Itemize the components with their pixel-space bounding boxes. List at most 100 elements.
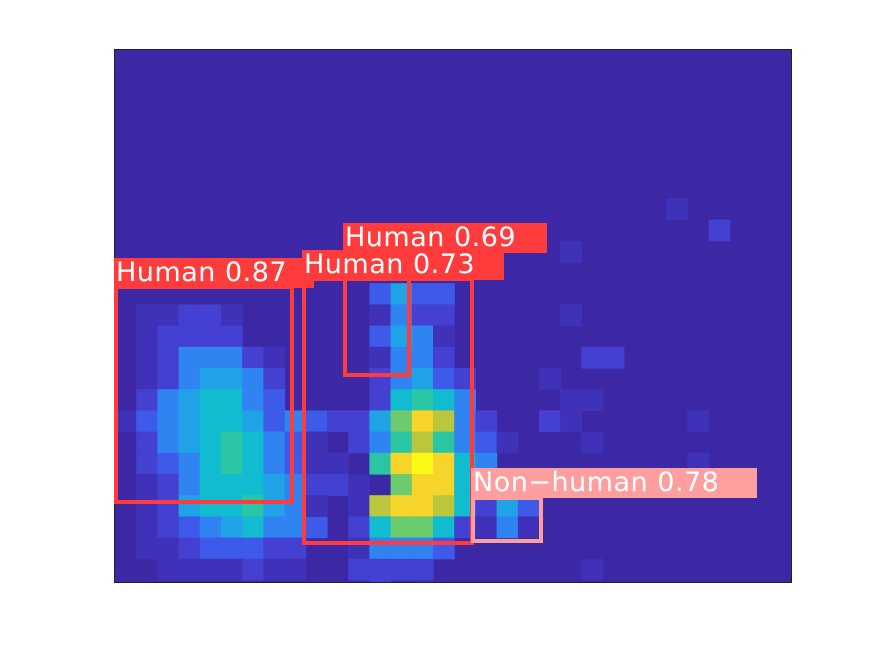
heat-pixel xyxy=(687,410,710,433)
heat-pixel xyxy=(348,410,370,433)
heat-pixel xyxy=(433,495,455,517)
heat-pixel xyxy=(581,558,604,581)
heat-pixel xyxy=(411,346,434,369)
heat-pixel xyxy=(560,304,582,327)
heat-pixel xyxy=(242,474,264,496)
heat-pixel xyxy=(157,389,180,411)
heat-pixel xyxy=(433,304,455,327)
heat-pixel xyxy=(136,410,158,433)
heat-pixel xyxy=(242,410,264,433)
heat-pixel xyxy=(178,368,201,390)
heat-pixel xyxy=(178,558,201,581)
heat-pixel xyxy=(390,474,413,496)
heat-pixel xyxy=(433,474,455,496)
heat-pixel xyxy=(411,325,434,348)
heat-pixel xyxy=(221,346,243,369)
heat-pixel xyxy=(305,410,328,433)
heat-pixel xyxy=(221,325,243,348)
heat-pixel xyxy=(581,389,604,411)
heat-pixel xyxy=(178,474,201,496)
heat-pixel xyxy=(221,452,243,475)
heat-pixel xyxy=(136,431,158,454)
heat-pixel xyxy=(115,410,137,433)
heat-pixel xyxy=(136,325,158,348)
heat-pixel xyxy=(199,474,222,496)
detection-label-human-3: Human 0.69 xyxy=(343,223,547,253)
heat-pixel xyxy=(199,389,222,411)
heat-pixel xyxy=(136,452,158,475)
heat-pixel xyxy=(157,304,180,327)
heat-pixel xyxy=(263,346,286,369)
heat-pixel xyxy=(242,558,264,581)
heat-pixel xyxy=(157,325,180,348)
heat-pixel xyxy=(369,410,392,433)
heat-pixel xyxy=(199,346,222,369)
heat-pixel xyxy=(369,431,392,454)
heat-pixel xyxy=(369,325,392,348)
heat-pixel xyxy=(411,283,434,305)
heat-pixel xyxy=(369,558,392,581)
heat-pixel xyxy=(178,346,201,369)
heat-pixel xyxy=(390,304,413,327)
detection-label-human-1: Human 0.87 xyxy=(114,258,314,288)
heat-pixel xyxy=(284,516,307,539)
heat-pixel xyxy=(390,346,413,369)
heat-pixel xyxy=(411,304,434,327)
heat-pixel xyxy=(348,474,370,496)
heat-pixel xyxy=(136,389,158,411)
heat-pixel xyxy=(136,304,158,327)
heat-pixel xyxy=(263,537,286,560)
heat-pixel xyxy=(411,410,434,433)
heat-pixel xyxy=(221,304,243,327)
heat-pixel xyxy=(221,368,243,390)
detection-box-non-human xyxy=(471,496,543,543)
heat-pixel xyxy=(242,346,264,369)
heat-pixel xyxy=(157,474,180,496)
heat-pixel xyxy=(157,452,180,475)
heat-pixel xyxy=(411,495,434,517)
heat-pixel xyxy=(178,537,201,560)
heat-pixel xyxy=(178,325,201,348)
heat-pixel xyxy=(263,389,286,411)
heat-pixel xyxy=(433,431,455,454)
heat-pixel xyxy=(390,389,413,411)
heat-pixel xyxy=(369,346,392,369)
heat-pixel xyxy=(369,389,392,411)
heat-pixel xyxy=(411,474,434,496)
heat-pixel xyxy=(136,346,158,369)
heat-pixel xyxy=(327,474,349,496)
heat-pixel xyxy=(581,431,604,454)
heat-pixel xyxy=(263,474,286,496)
heat-pixel xyxy=(433,368,455,390)
heat-pixel xyxy=(581,346,604,369)
heat-pixel xyxy=(221,516,243,539)
heat-pixel xyxy=(199,304,222,327)
heat-pixel xyxy=(136,516,158,539)
heat-pixel xyxy=(433,346,455,369)
heat-pixel xyxy=(390,325,413,348)
heat-pixel xyxy=(475,495,498,517)
heat-pixel xyxy=(199,452,222,475)
heat-pixel xyxy=(433,452,455,475)
heat-pixel xyxy=(433,389,455,411)
heat-pixel xyxy=(496,516,519,539)
detection-label-non-human: Non−human 0.78 xyxy=(471,468,757,498)
thermal-heatmap-image xyxy=(114,49,792,583)
heat-pixel xyxy=(348,558,370,581)
heat-pixel xyxy=(199,368,222,390)
heat-pixel xyxy=(305,516,328,539)
heat-pixel xyxy=(305,452,328,475)
heat-pixel xyxy=(411,368,434,390)
heat-pixel xyxy=(221,431,243,454)
heat-pixel xyxy=(178,431,201,454)
heat-pixel xyxy=(157,537,180,560)
detection-box-human-3 xyxy=(343,273,411,377)
heat-pixel xyxy=(369,452,392,475)
heat-pixel xyxy=(390,410,413,433)
heat-pixel xyxy=(539,368,561,390)
heat-pixel xyxy=(136,368,158,390)
heat-pixel xyxy=(411,431,434,454)
heat-pixel xyxy=(327,410,349,433)
heat-pixel xyxy=(369,283,392,305)
heat-pixel xyxy=(560,410,582,433)
